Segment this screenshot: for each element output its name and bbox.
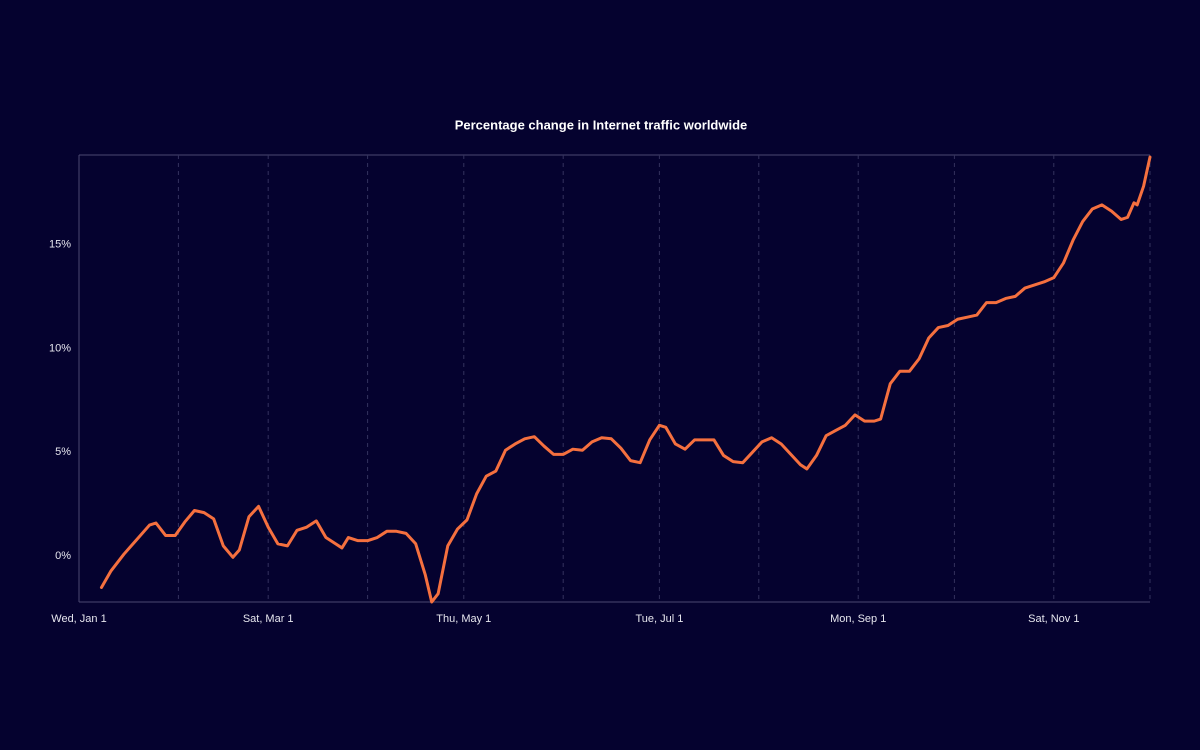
y-tick-label: 10% — [49, 342, 71, 354]
x-tick-label: Sat, Nov 1 — [1028, 613, 1079, 625]
x-tick-label: Thu, May 1 — [436, 613, 491, 625]
data-line — [99, 155, 1152, 604]
x-tick-label: Mon, Sep 1 — [830, 613, 886, 625]
x-tick-label: Sat, Mar 1 — [243, 613, 294, 625]
x-tick-label: Tue, Jul 1 — [635, 613, 683, 625]
chart-title: Percentage change in Internet traffic wo… — [455, 117, 748, 132]
y-tick-label: 5% — [55, 446, 71, 458]
y-tick-label: 15% — [49, 238, 71, 250]
x-tick-label: Wed, Jan 1 — [51, 613, 106, 625]
y-tick-label: 0% — [55, 550, 71, 562]
